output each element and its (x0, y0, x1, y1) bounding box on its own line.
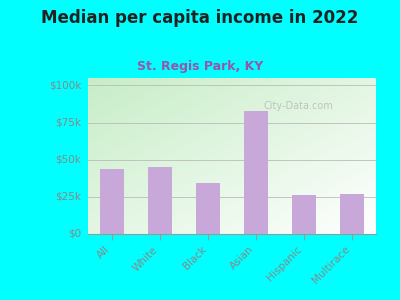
Text: St. Regis Park, KY: St. Regis Park, KY (137, 60, 263, 73)
Bar (340, 194, 364, 234)
Text: $50k: $50k (55, 155, 81, 165)
Text: $100k: $100k (49, 80, 81, 90)
Bar (100, 169, 124, 234)
Bar (196, 184, 220, 234)
Text: $75k: $75k (55, 118, 81, 128)
Bar (148, 167, 172, 234)
Text: Median per capita income in 2022: Median per capita income in 2022 (41, 9, 359, 27)
Bar (244, 111, 268, 234)
Text: $25k: $25k (55, 192, 81, 202)
Text: $0: $0 (68, 229, 81, 239)
Text: City-Data.com: City-Data.com (263, 101, 333, 111)
Bar (292, 195, 316, 234)
